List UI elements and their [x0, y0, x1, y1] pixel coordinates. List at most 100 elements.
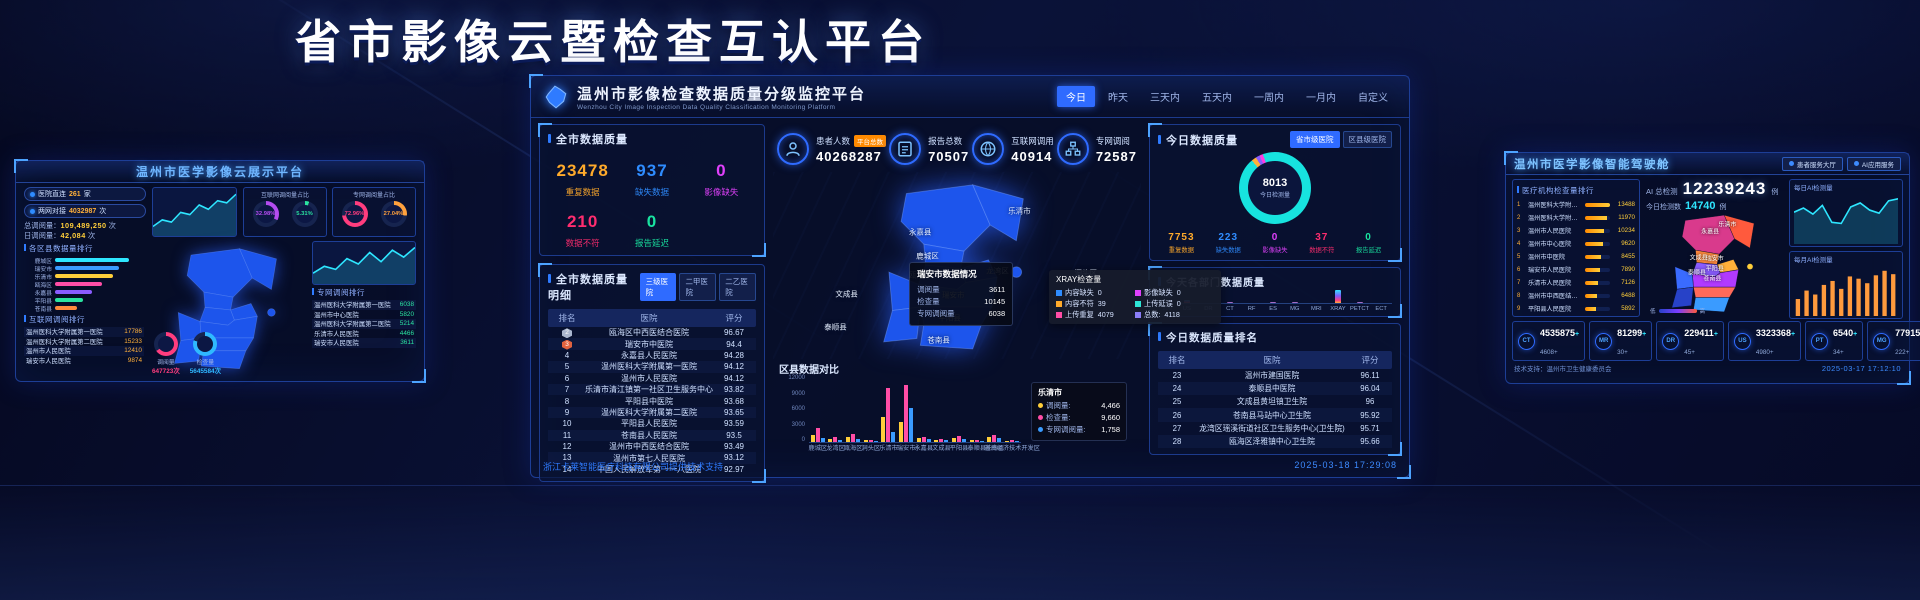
dept-bar-RF[interactable]: RF — [1248, 288, 1255, 312]
left-panel-map[interactable]: 调阅量 647723次 检查量 5645584次 — [150, 241, 306, 375]
modality-card-CT[interactable]: CT 4535875+ 4608+ — [1512, 321, 1586, 361]
rank-row[interactable]: 瑞安市人民医院 9874 — [26, 356, 142, 365]
district-group-文成县[interactable]: 文成县 — [932, 375, 951, 452]
rank-row[interactable]: 温州市人民医院 12410 — [24, 346, 144, 356]
district-group-龙湾区[interactable]: 龙湾区 — [826, 375, 845, 452]
district-group-瑞安市[interactable]: 瑞安市 — [897, 375, 915, 452]
time-tab-三天内[interactable]: 三天内 — [1150, 93, 1180, 104]
rank-row[interactable]: 温州医科大学附属第一医院 6038 — [312, 300, 416, 310]
modality-card-PT[interactable]: PT 6540+ 34+ — [1805, 321, 1864, 361]
gauge-value: 5.31% — [296, 211, 313, 217]
time-tab-五天内[interactable]: 五天内 — [1202, 93, 1232, 104]
rank-row[interactable]: 温州医科大学附属第二医院 15233 — [26, 337, 142, 346]
table-row[interactable]: 28 瓯海区泽雅镇中心卫生院 95.66 — [1158, 434, 1392, 448]
dept-bar-XRAY[interactable]: XRAY — [1330, 288, 1346, 312]
table-row[interactable]: 3 瑞安市中医院 94.4 — [548, 338, 756, 350]
scope-tab-区县级医院[interactable]: 区县级医院 — [1342, 131, 1392, 148]
district-cangnan[interactable] — [1692, 297, 1730, 313]
district-pingyang[interactable] — [1692, 286, 1736, 298]
header-button-患者服务大厅[interactable]: 患者服务大厅 — [1781, 156, 1843, 171]
table-row[interactable]: 2 瓯海区中西医结合医院 96.67 — [548, 327, 756, 339]
table-row[interactable]: 24 泰顺县中医院 96.04 — [1158, 382, 1392, 396]
rank-row[interactable]: 温州医科大学附属第一医院 17786 — [24, 327, 144, 337]
hospital-rank-row[interactable]: 9 平阳县人民医院 5892 — [1517, 305, 1635, 313]
district-group-泰顺县[interactable]: 泰顺县 — [967, 375, 986, 452]
rank-row[interactable]: 乐清市人民医院 4466 — [314, 329, 414, 338]
hospital-rank-row[interactable]: 2温州医科大学附属第二医院11970 — [1517, 214, 1635, 222]
district-group-鹿城区[interactable]: 鹿城区 — [809, 375, 827, 452]
time-tab-一周内[interactable]: 一周内 — [1254, 93, 1284, 104]
district-dongtou[interactable] — [1746, 263, 1753, 270]
district-yueqing[interactable] — [1723, 214, 1754, 249]
time-tab-今日[interactable]: 今日 — [1057, 86, 1095, 107]
district-group-瓯海区[interactable]: 瓯海区 — [844, 375, 862, 452]
time-tab-昨天[interactable]: 昨天 — [1108, 93, 1128, 104]
table-row[interactable]: 12 温州市中西医结合医院 93.49 — [548, 441, 756, 452]
district-group-乐清市[interactable]: 乐清市 — [879, 375, 898, 452]
district-cangnan[interactable] — [200, 350, 247, 369]
hospital-rank-row[interactable]: 6 瑞安市人民医院 7890 — [1517, 266, 1635, 274]
modality-card-MR[interactable]: MR 81299+ 30+ — [1589, 321, 1653, 361]
table-row[interactable]: 26 苍南县马站中心卫生院 95.92 — [1158, 408, 1392, 422]
modality-card-US[interactable]: US 3323368+ 4980+ — [1727, 321, 1802, 361]
dept-bar-MRI[interactable]: MRI — [1311, 288, 1322, 312]
table-row[interactable]: 4 永嘉县人民医院 94.28 — [548, 350, 756, 361]
table-row[interactable]: 5 温州医科大学附属第一医院 94.12 — [548, 361, 756, 373]
modality-card-DR[interactable]: DR 229411+ 45+ — [1656, 321, 1724, 361]
hospital-rank-row[interactable]: 7 乐清市人民医院 7126 — [1517, 279, 1635, 287]
info-chip-医院直连[interactable]: 医院直连 261 家 — [24, 187, 146, 201]
map-legend: 低 高 — [1650, 307, 1705, 315]
hospital-rank-row[interactable]: 5 温州市中医院 8455 — [1517, 253, 1635, 261]
dept-bar-MG[interactable]: MG — [1290, 288, 1299, 312]
today-quality-donut[interactable]: 8013 今日检测量 — [1239, 152, 1311, 224]
rank-row[interactable]: 温州市中心医院 5820 — [314, 310, 414, 319]
table-row[interactable]: 10 平阳县人民医院 93.59 — [548, 418, 756, 429]
dept-bar-CT[interactable]: CT — [1226, 288, 1234, 312]
level-tab-三级医院[interactable]: 三级医院 — [639, 273, 677, 301]
table-row[interactable]: 6 温州市人民医院 94.12 — [548, 373, 756, 384]
district-group-永嘉县[interactable]: 永嘉县 — [914, 375, 933, 452]
dept-bar-ECT[interactable]: ECT — [1375, 288, 1387, 312]
table-row[interactable]: 13 温州市第七人民医院 93.12 — [548, 452, 756, 464]
trend-chart-每月AI检测量[interactable]: 每月AI检测量 — [1789, 251, 1903, 319]
legend-low: 低 — [1650, 309, 1656, 315]
table-row[interactable]: 8 平阳县中医院 93.68 — [548, 395, 756, 406]
table-row[interactable]: 25 文成县黄坦镇卫生院 96 — [1158, 395, 1392, 408]
hospital-rank-row[interactable]: 3 温州市人民医院 10234 — [1517, 227, 1635, 235]
rank-row[interactable]: 温州医科大学附属第二医院 5214 — [312, 319, 416, 329]
time-tab-一月内[interactable]: 一月内 — [1306, 93, 1336, 104]
district-group-平阳县[interactable]: 平阳县 — [950, 375, 968, 452]
table-row[interactable]: 23 温州市建国医院 96.11 — [1158, 369, 1392, 382]
scope-tab-省市级医院[interactable]: 省市级医院 — [1290, 131, 1340, 148]
level-tab-二乙医院[interactable]: 二乙医院 — [719, 273, 756, 301]
district-yueqing[interactable] — [238, 248, 277, 291]
district-group-洞头区[interactable]: 洞头区 — [862, 375, 880, 452]
stat-value: 0 — [716, 161, 727, 180]
dept-bar-ES[interactable]: ES — [1269, 288, 1277, 312]
table-row[interactable]: 7 乐清市清江镇第一社区卫生服务中心 93.82 — [548, 383, 756, 396]
wenzhou-map-choropleth[interactable] — [1663, 209, 1766, 317]
level-tab-二甲医院[interactable]: 二甲医院 — [679, 273, 717, 301]
district-dongtou[interactable] — [267, 308, 276, 317]
district-volume-bar-chart[interactable]: 鹿城区 瑞安市 乐清市 瓯海区 永嘉县 平阳县 苍南县 — [24, 256, 144, 313]
district-taishun[interactable] — [1670, 286, 1694, 309]
table-row[interactable]: 11 苍南县人民医院 93.5 — [548, 429, 756, 441]
table-row[interactable]: 27 龙湾区瑶溪街道社区卫生服务中心(卫生院) 95.71 — [1158, 422, 1392, 435]
table-row[interactable]: 14 中国人民解放军第一一八医院 92.97 — [548, 464, 756, 475]
district-yueqing[interactable] — [971, 183, 1024, 241]
trend-chart-每日AI检测量[interactable]: 每日AI检测量 — [1789, 179, 1903, 247]
table-row[interactable]: 9 温州医科大学附属第二医院 93.65 — [548, 406, 756, 419]
time-tab-自定义[interactable]: 自定义 — [1358, 93, 1388, 104]
info-chip-两网对接[interactable]: 两网对接 4032987 次 — [24, 204, 146, 218]
header-button-AI应用服务[interactable]: AI应用服务 — [1846, 156, 1901, 171]
retrieval-trend-chart[interactable] — [312, 241, 416, 285]
hospital-rank-row[interactable]: 1温州医科大学附属第一医院13488 — [1517, 201, 1635, 209]
hospital-rank-row[interactable]: 8温州市中西医结合医院6488 — [1517, 292, 1635, 300]
hospital-rank-row[interactable]: 4 温州市中心医院 9620 — [1517, 240, 1635, 248]
district-group-苍南县[interactable]: 苍南县 — [985, 375, 1004, 452]
rank-row[interactable]: 瑞安市人民医院 3611 — [312, 338, 416, 348]
district-group-温州经济技术开发区[interactable]: 温州经济技术开发区 — [984, 375, 1040, 452]
mini-trend-chart[interactable] — [152, 187, 237, 237]
dept-bar-PETCT[interactable]: PETCT — [1350, 288, 1369, 312]
